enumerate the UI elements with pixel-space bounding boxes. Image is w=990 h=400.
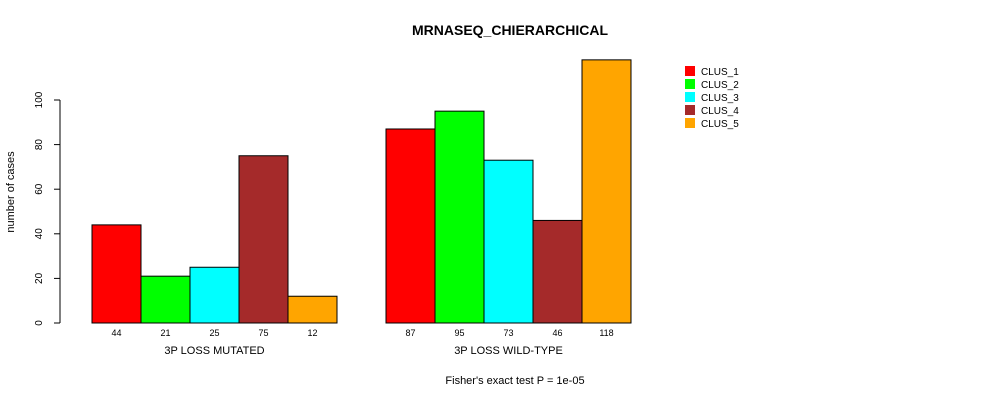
group-labels: 3P LOSS MUTATED 3P LOSS WILD-TYPE bbox=[164, 345, 562, 357]
bars-group: 44 21 25 75 12 87 95 73 46 118 bbox=[91, 59, 632, 338]
y-tick-label: 100 bbox=[34, 91, 45, 108]
bar-clus-2-group-1 bbox=[140, 275, 191, 324]
bar-clus-1-group-2 bbox=[385, 128, 436, 324]
y-tick-label: 0 bbox=[34, 320, 45, 326]
group-label: 3P LOSS MUTATED bbox=[164, 345, 264, 357]
bar-clus-4-group-1 bbox=[238, 155, 289, 324]
bar-count-label: 21 bbox=[160, 328, 170, 338]
bar-count-label: 118 bbox=[599, 328, 613, 338]
bar-clus-5-group-2 bbox=[581, 59, 632, 324]
legend: CLUS_1 CLUS_2 CLUS_3 CLUS_4 CLUS_5 bbox=[685, 66, 739, 130]
legend-swatch bbox=[685, 118, 695, 128]
bar-count-label: 46 bbox=[552, 328, 562, 338]
y-tick-label: 80 bbox=[34, 139, 45, 151]
legend-label: CLUS_5 bbox=[701, 119, 739, 130]
bar-count-label: 95 bbox=[454, 328, 464, 338]
bar-count-label: 25 bbox=[209, 328, 219, 338]
bar-clus-2-group-2 bbox=[434, 110, 485, 324]
bar-clus-1-group-1 bbox=[91, 224, 142, 324]
legend-label: CLUS_4 bbox=[701, 106, 739, 117]
legend-swatch bbox=[685, 66, 695, 76]
chart-title: MRNASEQ_CHIERARCHICAL bbox=[412, 22, 608, 38]
bar-count-label: 73 bbox=[503, 328, 513, 338]
bar-clus-3-group-1 bbox=[189, 266, 240, 324]
legend-label: CLUS_2 bbox=[701, 80, 739, 91]
legend-swatch bbox=[685, 79, 695, 89]
legend-label: CLUS_3 bbox=[701, 93, 739, 104]
legend-swatch bbox=[685, 92, 695, 102]
legend-swatch bbox=[685, 105, 695, 115]
legend-label: CLUS_1 bbox=[701, 67, 739, 78]
bar-count-label: 75 bbox=[258, 328, 268, 338]
bar-count-label: 12 bbox=[307, 328, 317, 338]
y-tick-label: 40 bbox=[34, 228, 45, 240]
y-tick-label: 60 bbox=[34, 183, 45, 195]
bar-count-label: 44 bbox=[111, 328, 121, 338]
bar-clus-3-group-2 bbox=[483, 159, 534, 324]
fisher-test-footer: Fisher's exact test P = 1e-05 bbox=[445, 375, 584, 387]
bar-clus-4-group-2 bbox=[532, 219, 583, 324]
bar-clus-5-group-1 bbox=[287, 295, 338, 324]
y-tick-label: 20 bbox=[34, 272, 45, 284]
group-label: 3P LOSS WILD-TYPE bbox=[454, 345, 563, 357]
y-axis-label: number of cases bbox=[5, 151, 17, 233]
bar-count-label: 87 bbox=[405, 328, 415, 338]
y-axis: 0 20 40 60 80 100 bbox=[34, 91, 61, 326]
